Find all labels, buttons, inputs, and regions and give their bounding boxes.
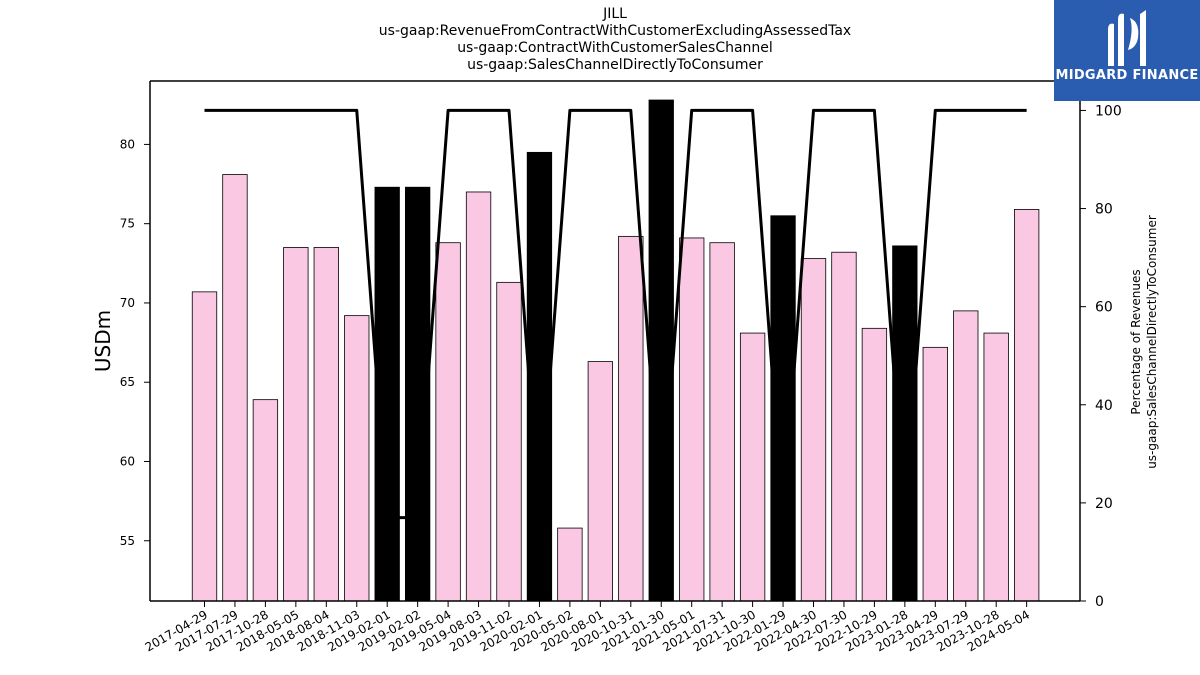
y-tick-label-80: 80 xyxy=(120,137,135,151)
bar-2018-05-05 xyxy=(283,247,309,602)
logo-text: MIDGARD FINANCE xyxy=(1055,68,1199,83)
bar-2022-10-29 xyxy=(861,327,888,602)
title-line-2: us-gaap:RevenueFromContractWithCustomerE… xyxy=(378,23,852,39)
bar-2022-07-30 xyxy=(831,251,857,602)
y2-tick-label-0: 0 xyxy=(1095,594,1104,610)
bar-2018-11-03 xyxy=(344,315,370,602)
y2-tick-label-60: 60 xyxy=(1095,300,1113,316)
bar-2019-08-03 xyxy=(465,191,492,602)
y2-tick-label-80: 80 xyxy=(1095,202,1113,218)
bar-2023-04-29 xyxy=(922,346,948,602)
bar-2021-01-30 xyxy=(648,99,674,602)
bar-2020-10-31 xyxy=(618,235,644,602)
y2-axis-label-2: us-gaap:SalesChannelDirectlyToConsumer xyxy=(1145,215,1159,469)
y2-tick-label-100: 100 xyxy=(1095,103,1122,119)
y-tick-label-70: 70 xyxy=(120,296,135,310)
y2-axis-label-1: Percentage of Revenues xyxy=(1129,269,1143,414)
bar-2024-05-04 xyxy=(1014,209,1040,602)
bar-2021-07-31 xyxy=(709,242,735,602)
midgard-finance-logo: MIDGARD FINANCE xyxy=(1054,0,1200,101)
bar-2017-07-29 xyxy=(222,174,248,602)
title-line-3: us-gaap:ContractWithCustomerSalesChannel xyxy=(457,40,773,56)
bar-2021-10-30 xyxy=(739,332,766,602)
bar-2019-11-02 xyxy=(496,281,522,602)
midgard-logo-icon xyxy=(1108,10,1146,67)
bar-2017-10-28 xyxy=(252,399,279,602)
bar-2023-10-28 xyxy=(983,332,1009,602)
chart-title: JILL us-gaap:RevenueFromContractWithCust… xyxy=(0,6,1200,74)
y-tick-label-55: 55 xyxy=(120,534,135,548)
y2-tick-label-20: 20 xyxy=(1095,496,1113,512)
bars-layer xyxy=(191,99,1040,602)
percentage-line xyxy=(204,108,1027,520)
bar-2023-01-28 xyxy=(892,245,918,602)
y-axis-label: USDm xyxy=(91,310,115,372)
title-line-1: JILL xyxy=(603,6,627,22)
y-tick-label-65: 65 xyxy=(120,375,135,389)
line-layer xyxy=(204,108,1027,520)
bar-2023-07-29 xyxy=(953,310,979,602)
title-line-4: us-gaap:SalesChannelDirectlyToConsumer xyxy=(467,57,763,73)
bar-2020-02-01 xyxy=(526,151,553,602)
bar-2021-05-01 xyxy=(679,237,705,602)
bar-2019-05-04 xyxy=(435,242,461,602)
bar-2020-08-01 xyxy=(587,361,613,602)
y-tick-label-75: 75 xyxy=(120,217,135,231)
bar-2022-04-30 xyxy=(800,258,827,602)
y2-tick-label-40: 40 xyxy=(1095,398,1113,414)
y-tick-label-60: 60 xyxy=(120,454,135,468)
bar-2017-04-29 xyxy=(191,291,218,602)
bar-2020-05-02 xyxy=(557,527,583,602)
bar-2018-08-04 xyxy=(313,247,339,602)
